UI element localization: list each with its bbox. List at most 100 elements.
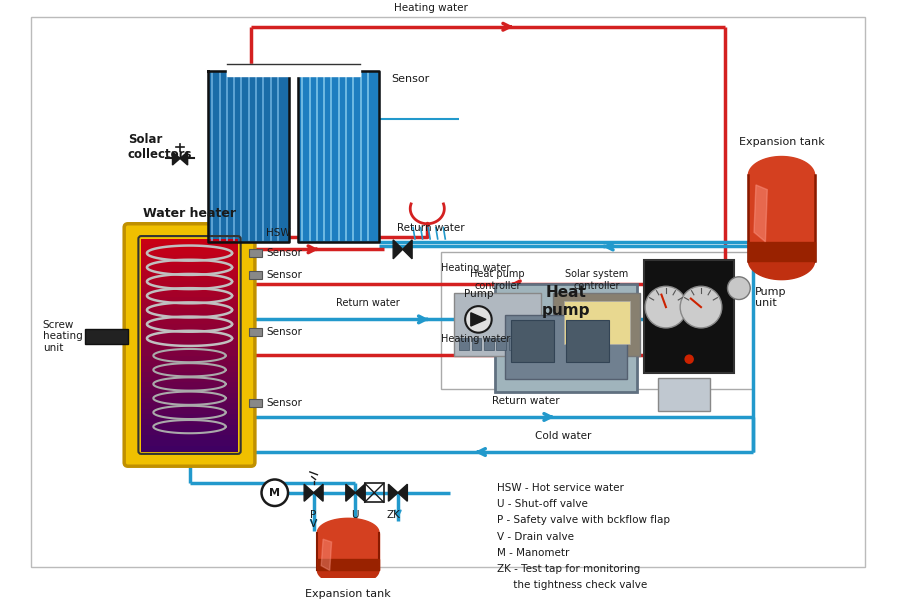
Bar <box>141 334 238 341</box>
Text: Cold water: Cold water <box>536 431 592 440</box>
Text: HSW: HSW <box>266 228 291 238</box>
Bar <box>141 297 238 304</box>
Text: Return water: Return water <box>492 395 560 406</box>
Bar <box>521 338 530 350</box>
Polygon shape <box>321 539 331 571</box>
Bar <box>141 255 238 261</box>
Text: Heating water: Heating water <box>440 334 510 344</box>
Bar <box>141 440 238 447</box>
Text: U - Shut-off valve: U - Shut-off valve <box>498 499 589 509</box>
Polygon shape <box>748 157 814 175</box>
Bar <box>141 324 238 330</box>
Bar <box>249 328 263 335</box>
Bar <box>644 260 734 373</box>
Text: Expansion tank: Expansion tank <box>305 589 392 599</box>
Text: Return water: Return water <box>337 298 400 308</box>
Circle shape <box>262 479 288 506</box>
Text: P - Safety valve with bckflow flap: P - Safety valve with bckflow flap <box>498 515 670 526</box>
Bar <box>565 320 609 362</box>
Bar <box>460 338 469 350</box>
Polygon shape <box>754 185 768 242</box>
Text: V - Drain valve: V - Drain valve <box>498 532 574 542</box>
Bar <box>141 340 238 346</box>
Bar <box>141 425 238 431</box>
Bar <box>141 414 238 420</box>
Polygon shape <box>299 71 379 242</box>
Text: M: M <box>269 488 280 498</box>
Bar <box>508 338 518 350</box>
Bar <box>497 338 506 350</box>
Bar <box>141 244 238 250</box>
Polygon shape <box>393 240 402 259</box>
Bar <box>141 382 238 388</box>
Bar <box>141 398 238 404</box>
Bar <box>141 250 238 256</box>
FancyBboxPatch shape <box>496 284 636 392</box>
Text: Solar
collectors: Solar collectors <box>128 133 193 161</box>
Polygon shape <box>209 71 289 242</box>
Bar <box>472 338 482 350</box>
Polygon shape <box>356 484 364 501</box>
Text: HSW - Hot service water: HSW - Hot service water <box>498 483 625 493</box>
Polygon shape <box>318 559 379 571</box>
Text: Return water: Return water <box>397 223 465 233</box>
Polygon shape <box>318 571 379 584</box>
Text: ZK - Test tap for monitoring: ZK - Test tap for monitoring <box>498 564 641 574</box>
Text: Heating water: Heating water <box>394 4 468 13</box>
Bar <box>141 371 238 378</box>
Bar <box>563 301 630 344</box>
Bar <box>141 435 238 442</box>
Polygon shape <box>748 260 814 280</box>
Text: Heat pump
controller: Heat pump controller <box>470 269 525 291</box>
Bar <box>141 403 238 410</box>
Bar <box>141 388 238 394</box>
Text: Expansion tank: Expansion tank <box>739 137 824 147</box>
Bar <box>141 292 238 298</box>
Bar <box>364 483 383 502</box>
Bar <box>141 409 238 415</box>
Bar <box>141 361 238 367</box>
Circle shape <box>680 286 722 328</box>
Circle shape <box>727 277 751 299</box>
Text: Heat
pump: Heat pump <box>542 285 590 317</box>
Bar <box>505 314 627 379</box>
Circle shape <box>465 306 491 332</box>
Bar <box>510 320 554 362</box>
Bar <box>440 252 753 389</box>
Text: Sensor: Sensor <box>392 74 429 84</box>
Bar <box>249 250 263 257</box>
Text: Pump: Pump <box>464 289 493 299</box>
Bar <box>141 393 238 399</box>
Polygon shape <box>402 240 412 259</box>
Polygon shape <box>318 533 379 571</box>
Text: U: U <box>352 510 359 520</box>
Bar <box>141 239 238 245</box>
Text: Heating water: Heating water <box>440 263 510 273</box>
Circle shape <box>645 286 687 328</box>
Polygon shape <box>228 64 360 76</box>
Text: Solar system
controller: Solar system controller <box>565 269 628 291</box>
Text: Sensor: Sensor <box>266 398 302 408</box>
Polygon shape <box>313 484 323 501</box>
Bar <box>141 287 238 293</box>
Text: ZK: ZK <box>386 510 400 520</box>
Bar <box>141 260 238 266</box>
Polygon shape <box>304 484 313 501</box>
Bar <box>141 356 238 362</box>
Bar <box>141 345 238 351</box>
Polygon shape <box>346 484 356 501</box>
Bar <box>141 430 238 436</box>
Text: V: V <box>310 519 317 529</box>
Text: the tightness check valve: the tightness check valve <box>498 580 648 590</box>
Text: Pump
unit: Pump unit <box>755 287 787 308</box>
Bar <box>141 319 238 325</box>
Bar <box>141 281 238 287</box>
Bar <box>141 350 238 356</box>
Text: Sensor: Sensor <box>266 270 302 280</box>
Bar <box>141 419 238 425</box>
Polygon shape <box>389 484 398 501</box>
Polygon shape <box>173 152 180 165</box>
Bar <box>141 377 238 383</box>
FancyBboxPatch shape <box>454 293 541 356</box>
Bar <box>141 313 238 319</box>
